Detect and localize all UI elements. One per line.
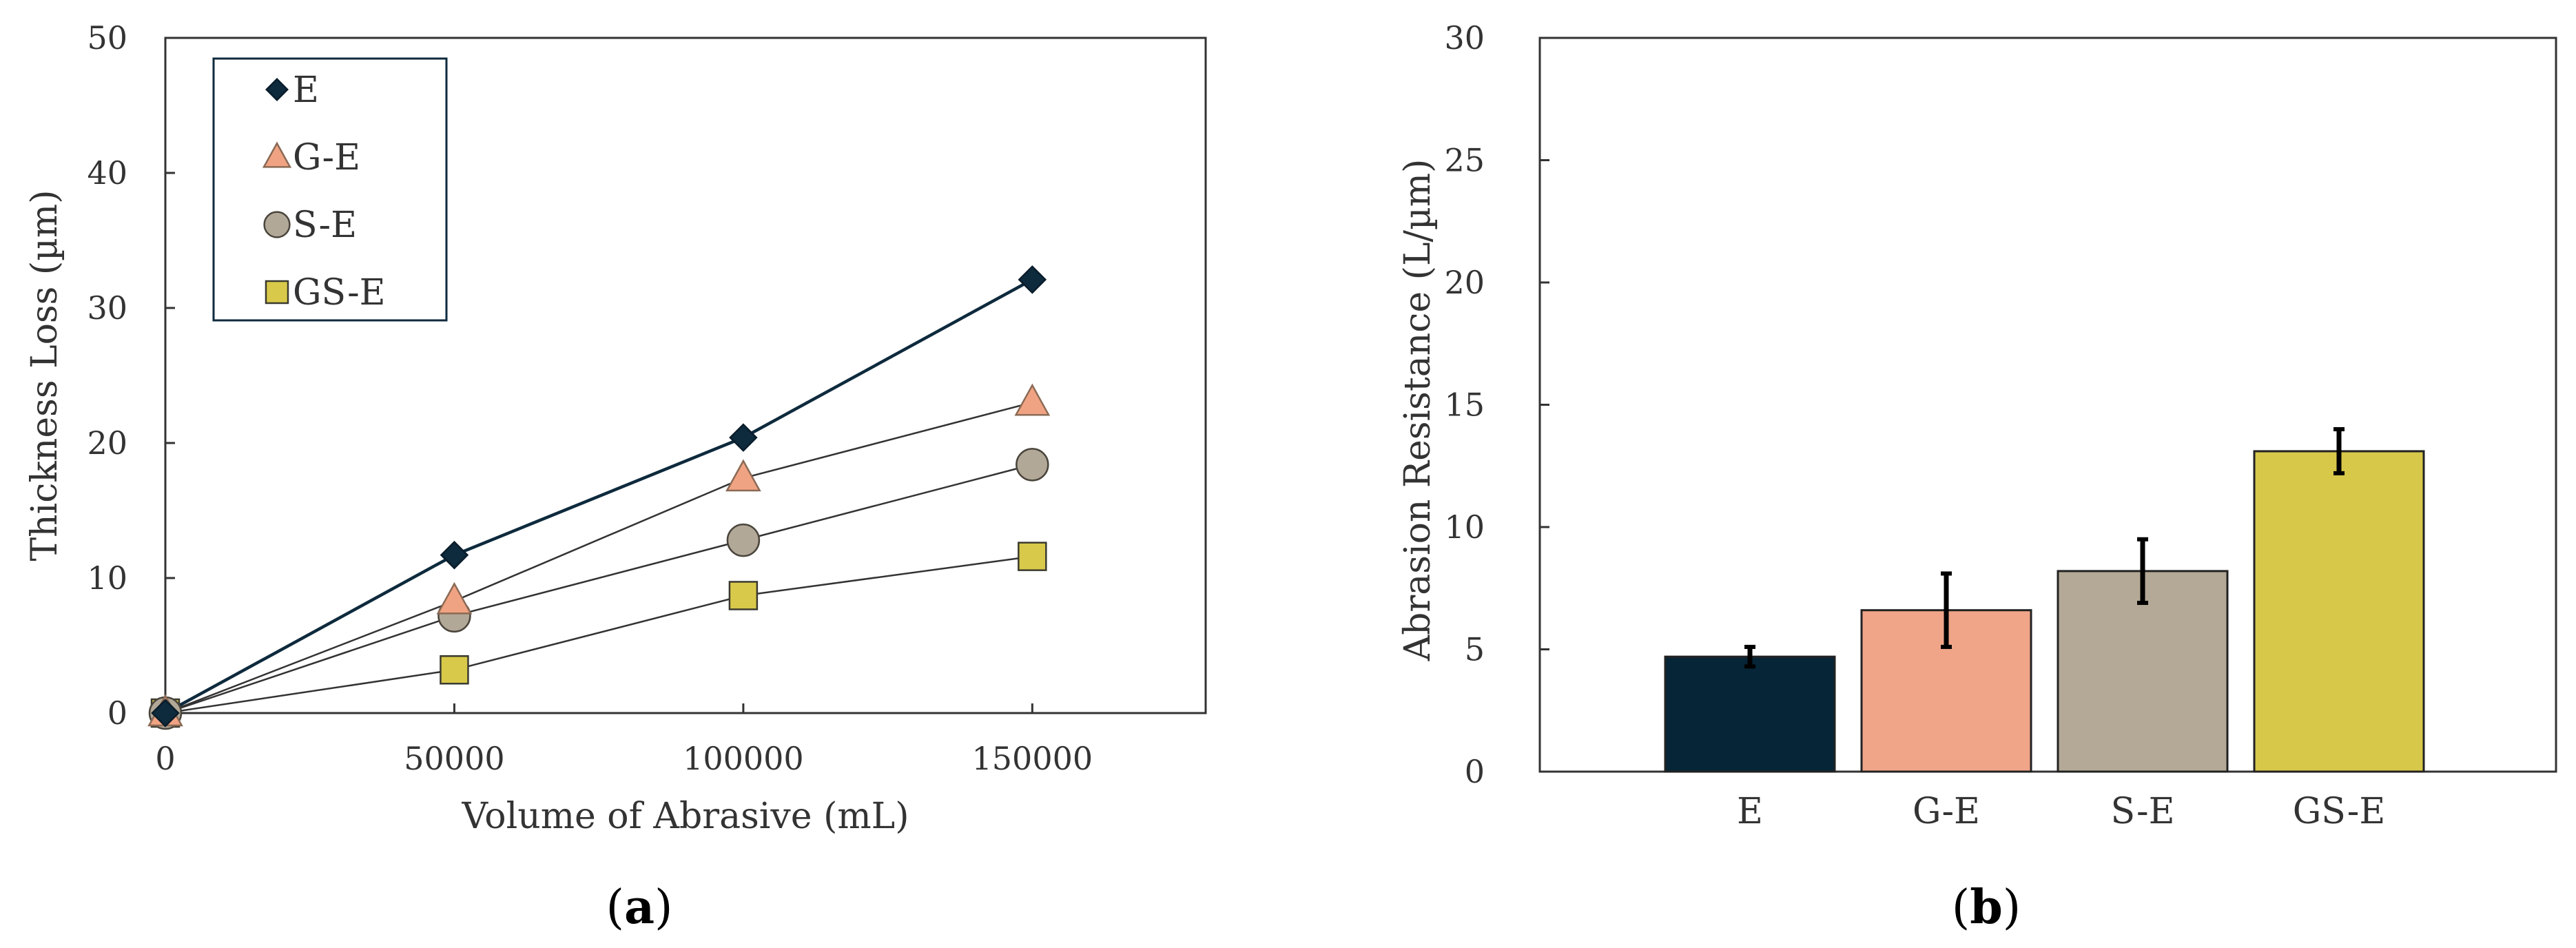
series-line-g-e [165, 401, 1033, 714]
legend-label-s-e: S-E [293, 205, 357, 246]
chart-a-y-tick-label: 30 [87, 289, 127, 327]
series-point-e [729, 423, 758, 452]
series-point-s-e [1016, 448, 1049, 482]
legend-label-gs-e: GS-E [293, 272, 386, 313]
chart-a-y-tick-label: 20 [87, 424, 127, 462]
series-point-s-e [726, 523, 761, 557]
series-point-e [1018, 265, 1047, 294]
chart-a-y-axis-label: Thickness Loss (µm) [24, 189, 65, 561]
chart-b-y-tick-label: 10 [1444, 508, 1485, 546]
series-point-e [151, 699, 180, 728]
chart-a-x-tick-label: 0 [155, 740, 175, 777]
legend-marker-g-e [262, 141, 292, 168]
chart-a-y-tick-label: 10 [87, 559, 127, 597]
bar-gs-e [2253, 450, 2425, 773]
chart-a-y-tick-label: 50 [87, 19, 127, 56]
series-point-g-e [1014, 383, 1051, 416]
chart-a-x-axis-label: Volume of Abrasive (mL) [461, 796, 909, 837]
chart-a-x-tick-label: 50000 [404, 740, 504, 777]
legend-label-g-e: G-E [293, 137, 360, 178]
chart-a-x-tick-label: 150000 [972, 740, 1093, 777]
chart-b-x-tick-label: S-E [2110, 791, 2174, 832]
chart-a-legend [212, 57, 448, 322]
bar-e [1664, 655, 1836, 773]
chart-a-panel-label: (a) [606, 880, 672, 935]
legend-label-e: E [293, 70, 319, 111]
chart-a-y-tick-label: 0 [107, 694, 127, 732]
series-point-g-e [725, 459, 761, 492]
chart-b-y-tick-label: 25 [1444, 142, 1485, 179]
legend-marker-e [265, 78, 289, 101]
chart-b-y-tick-label: 0 [1465, 753, 1485, 790]
chart-b-y-tick-label: 5 [1465, 631, 1485, 668]
series-line-e [164, 278, 1033, 714]
series-point-gs-e [440, 655, 469, 685]
chart-b-y-tick-label: 30 [1444, 19, 1485, 56]
series-point-g-e [436, 581, 473, 615]
chart-b-x-tick-label: E [1737, 791, 1763, 832]
chart-b-panel-label: (b) [1952, 880, 2021, 935]
chart-b-x-tick-label: G-E [1913, 791, 1980, 832]
chart-a-y-tick-label: 40 [87, 154, 127, 192]
chart-b: 0 5 10 15 20 25 30 E G-E S-E GS-E Abrasion Resist… [1397, 19, 2557, 935]
legend-marker-s-e [263, 211, 291, 238]
chart-b-x-tick-label: GS-E [2293, 791, 2386, 832]
chart-a: 0 10 20 30 40 50 0 50000 100000 150000 E G-E S-E GS-… [24, 19, 1207, 935]
chart-a-x-tick-label: 100000 [683, 740, 804, 777]
series-point-gs-e [1018, 542, 1047, 571]
series-line-gs-e [165, 555, 1033, 714]
legend-marker-gs-e [265, 280, 289, 305]
series-line-s-e [165, 464, 1033, 714]
chart-b-y-tick-label: 15 [1444, 387, 1485, 424]
chart-b-y-tick-label: 20 [1444, 264, 1485, 301]
chart-b-y-axis-label: Abrasion Resistance (L/µm) [1397, 159, 1439, 662]
series-point-e [440, 540, 469, 570]
series-point-gs-e [728, 581, 759, 610]
